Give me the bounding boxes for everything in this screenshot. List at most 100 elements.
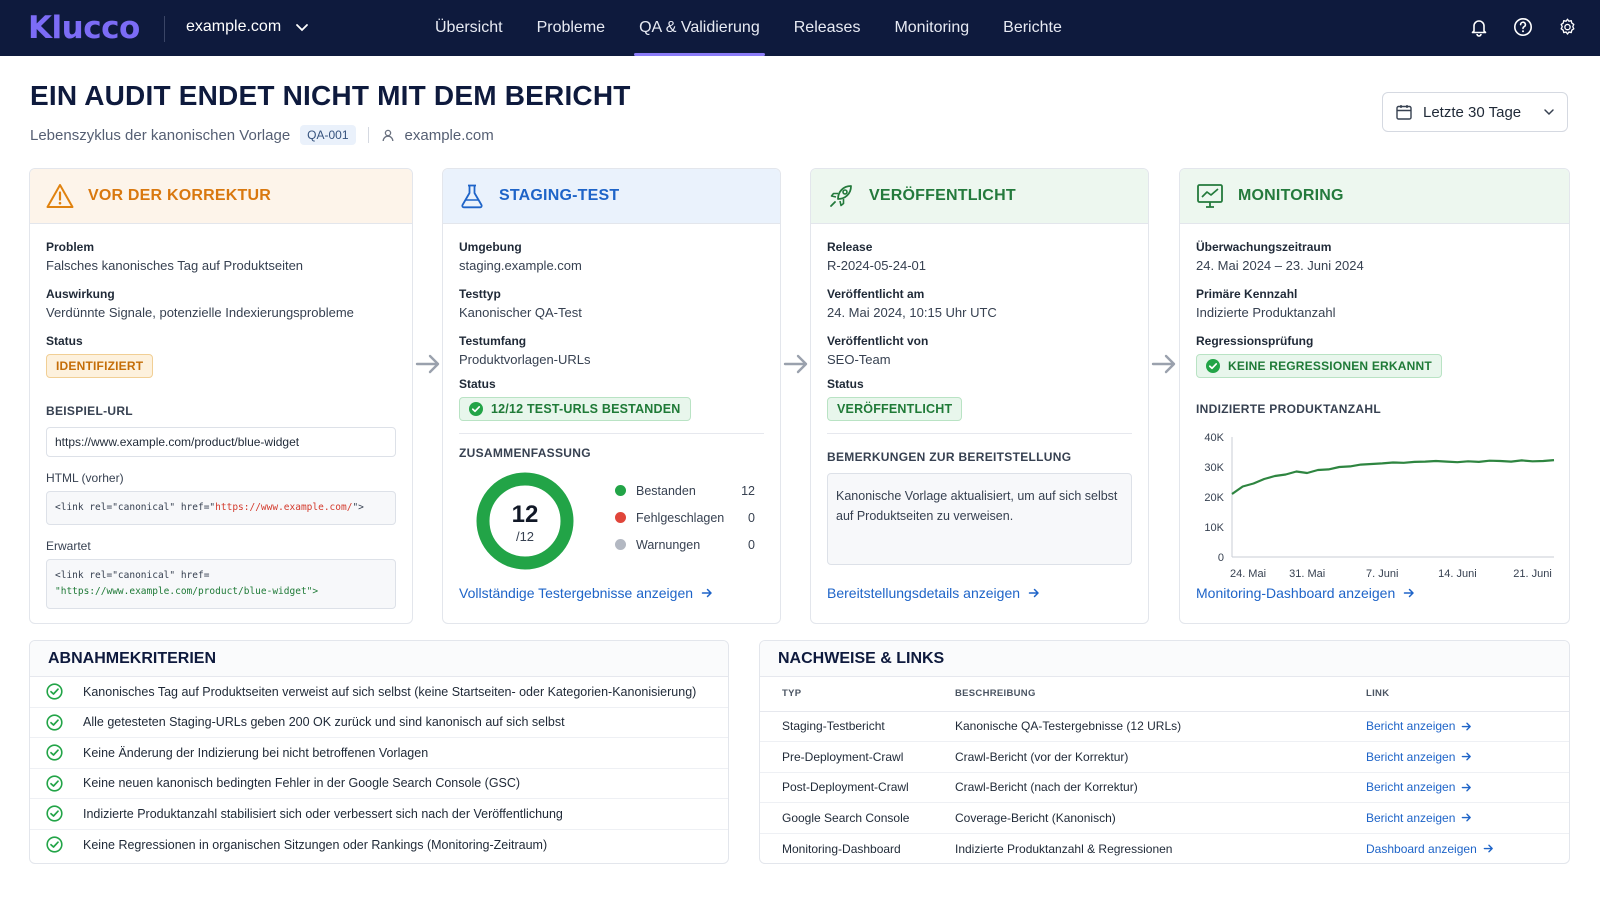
table-row: Google Search Console Coverage-Bericht (K…	[760, 802, 1569, 834]
list-item: Keine neuen kanonisch bedingten Fehler i…	[30, 769, 728, 799]
criteria-text: Keine neuen kanonisch bedingten Fehler i…	[83, 776, 521, 791]
x-tick-label: 24. Mai	[1230, 568, 1266, 580]
x-tick-label: 7. Juni	[1366, 568, 1398, 580]
app-logo[interactable]: Klucco	[28, 10, 140, 46]
date-range-select[interactable]: Letzte 30 Tage	[1382, 92, 1568, 132]
nav-item-qa-validation[interactable]: QA & Validierung	[622, 0, 777, 56]
stage-card-body: Problem Falsches kanonisches Tag auf Pro…	[30, 224, 412, 609]
criteria-text: Indizierte Produktanzahl stabilisiert si…	[83, 806, 563, 821]
link-label: Vollständige Testergebnisse anzeigen	[459, 585, 694, 601]
release-label: Release	[827, 240, 873, 254]
nav-item-problems[interactable]: Probleme	[536, 19, 606, 36]
status-badge-label: 12/12 TEST-URLS BESTANDEN	[491, 402, 681, 416]
flask-icon	[461, 184, 483, 209]
report-link[interactable]: Dashboard anzeigen	[1366, 842, 1494, 856]
deployment-notes-label: BEMERKUNGEN ZUR BEREITSTELLUNG	[827, 450, 1072, 464]
arrow-right-icon	[1462, 783, 1472, 792]
nav-item-monitoring[interactable]: Monitoring	[894, 19, 970, 36]
example-url-label: BEISPIEL-URL	[46, 404, 133, 418]
donut-ring	[476, 472, 574, 570]
view-monitoring-dashboard-link[interactable]: Monitoring-Dashboard anzeigen	[1196, 585, 1415, 601]
cell-link: Dashboard anzeigen	[1366, 833, 1569, 863]
status-badge-label: KEINE REGRESSIONEN ERKANNT	[1228, 359, 1432, 373]
rocket-icon	[830, 185, 852, 207]
link-label: Bericht anzeigen	[1366, 780, 1456, 795]
published-by-label: Veröffentlicht von	[827, 334, 929, 348]
cell-type: Google Search Console	[760, 802, 955, 834]
qa-code-badge: QA-001	[300, 125, 356, 145]
published-by-value: SEO-Team	[827, 352, 891, 367]
test-scope-value: Produktvorlagen-URLs	[459, 352, 591, 367]
table-row: Monitoring-Dashboard Indizierte Produktan…	[760, 833, 1569, 863]
stage-card-monitoring: MONITORING Überwachungszeitraum 24. Mai …	[1179, 168, 1570, 624]
table-row: Post-Deployment-Crawl Crawl-Bericht (nach…	[760, 772, 1569, 803]
report-link[interactable]: Bericht anzeigen	[1366, 780, 1472, 794]
cell-link: Bericht anzeigen	[1366, 772, 1569, 803]
check-circle-icon	[46, 775, 63, 792]
nav-item-reports[interactable]: Berichte	[1003, 19, 1062, 36]
view-test-results-link[interactable]: Vollständige Testergebnisse anzeigen	[459, 585, 713, 601]
check-circle-icon	[46, 836, 63, 853]
stage-card-title: STAGING-TEST	[499, 187, 620, 204]
nav-item-overview[interactable]: Übersicht	[435, 19, 503, 36]
cell-description: Indizierte Produktanzahl & Regressionen	[955, 841, 1173, 856]
status-label: Status	[827, 377, 864, 391]
domain-switcher[interactable]: example.com	[186, 18, 309, 36]
stage-card-header: MONITORING	[1180, 169, 1569, 224]
stage-card-staging-test: STAGING-TEST Umgebung staging.example.co…	[442, 168, 781, 624]
cell-link: Bericht anzeigen	[1366, 711, 1569, 742]
warning-icon	[46, 184, 74, 208]
code-correct-url: "https://www.example.com/product/blue-wi…	[55, 586, 319, 597]
cell-link: Bericht anzeigen	[1366, 802, 1569, 834]
divider	[459, 433, 764, 434]
evidence-table-body: Staging-Testbericht Kanonische QA-Testerg…	[760, 711, 1569, 863]
report-link[interactable]: Bericht anzeigen	[1366, 811, 1472, 825]
stage-card-body: Umgebung staging.example.com Testtyp Kan…	[443, 224, 780, 460]
series-line-indexed-products	[1231, 459, 1555, 495]
link-label: Dashboard anzeigen	[1366, 841, 1477, 856]
criteria-text: Alle getesteten Staging-URLs geben 200 O…	[83, 715, 565, 730]
release-value: R-2024-05-24-01	[827, 258, 927, 273]
page-subtitle-row: Lebenszyklus der kanonischen Vorlage QA-…	[30, 125, 494, 145]
arrow-right-icon	[415, 354, 440, 374]
cell-description: Crawl-Bericht (nach der Korrektur)	[955, 772, 1366, 803]
view-deployment-details-link[interactable]: Bereitstellungsdetails anzeigen	[827, 585, 1040, 601]
example-url-field[interactable]: https://www.example.com/product/blue-wid…	[46, 427, 396, 457]
nav-item-releases[interactable]: Releases	[793, 19, 861, 36]
problem-label: Problem	[46, 240, 95, 254]
monitoring-period-label: Überwachungszeitraum	[1196, 240, 1332, 254]
check-circle-icon	[469, 402, 483, 416]
legend-dot	[615, 512, 626, 523]
calendar-icon	[1396, 105, 1412, 120]
cell-link: Bericht anzeigen	[1366, 741, 1569, 773]
cell-description: Crawl-Bericht (vor der Korrektur)	[955, 741, 1366, 773]
arrow-right-icon	[1462, 722, 1472, 731]
expected-label: Erwartet	[46, 539, 91, 553]
stage-card-title: VERÖFFENTLICHT	[869, 187, 1016, 204]
criteria-text: Keine Regressionen in organischen Sitzun…	[83, 837, 548, 852]
primary-kpi-value: Indizierte Produktanzahl	[1196, 305, 1336, 320]
table-header-row: TYP BESCHREIBUNG LINK	[760, 677, 1569, 712]
y-tick-label: 30K	[1204, 462, 1224, 474]
bell-icon[interactable]	[1466, 14, 1492, 40]
y-tick-label: 10K	[1204, 522, 1224, 534]
legend-label: Bestanden	[636, 483, 696, 498]
code-wrong-url: https://www.example.com/	[215, 502, 353, 513]
list-item: Alle getesteten Staging-URLs geben 200 O…	[30, 708, 728, 738]
arrow-right-icon	[1483, 844, 1493, 853]
report-link[interactable]: Bericht anzeigen	[1366, 719, 1472, 733]
status-badge-published: VERÖFFENTLICHT	[827, 397, 963, 421]
check-circle-icon	[1206, 359, 1220, 373]
y-tick-label: 40K	[1204, 432, 1224, 444]
published-date-label: Veröffentlicht am	[827, 287, 925, 301]
cell-description: Kanonische QA-Testergebnisse (12 URLs)	[955, 711, 1366, 742]
check-circle-icon	[46, 805, 63, 822]
status-badge-no-regressions: KEINE REGRESSIONEN ERKANNT	[1196, 354, 1442, 378]
gear-icon[interactable]	[1554, 14, 1580, 40]
help-icon[interactable]	[1510, 14, 1536, 40]
arrow-right-icon	[1462, 752, 1472, 761]
report-link[interactable]: Bericht anzeigen	[1366, 750, 1472, 764]
html-before-code: <link rel="canonical" href="https://www.…	[46, 491, 396, 525]
code-fragment: <link rel="canonical" href=	[55, 570, 210, 581]
legend-value: 0	[748, 537, 755, 552]
